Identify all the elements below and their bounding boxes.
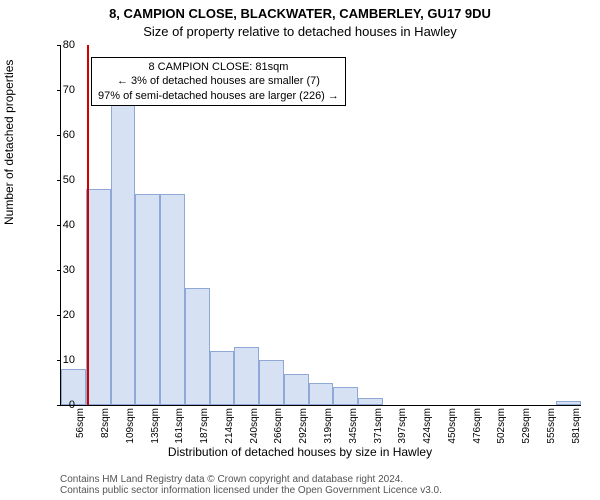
histogram-bar — [556, 401, 581, 405]
histogram-bar — [185, 288, 210, 405]
histogram-bar — [333, 387, 358, 405]
x-tick-label: 529sqm — [521, 408, 532, 458]
histogram-bar — [358, 398, 383, 405]
x-tick-label: 424sqm — [422, 408, 433, 458]
chart-footnote: Contains HM Land Registry data © Crown c… — [60, 474, 442, 496]
y-tick-label: 20 — [45, 309, 75, 321]
x-tick-label: 82sqm — [100, 408, 111, 458]
y-tick-label: 60 — [45, 129, 75, 141]
x-tick-label: 292sqm — [298, 408, 309, 458]
x-tick-label: 135sqm — [150, 408, 161, 458]
chart-title-subtitle: Size of property relative to detached ho… — [0, 24, 600, 39]
histogram-bar — [86, 189, 111, 405]
histogram-bar — [135, 194, 160, 406]
x-tick-label: 319sqm — [323, 408, 334, 458]
x-tick-label: 450sqm — [447, 408, 458, 458]
x-tick-label: 161sqm — [174, 408, 185, 458]
x-tick-label: 266sqm — [273, 408, 284, 458]
x-tick-label: 555sqm — [546, 408, 557, 458]
x-tick-label: 371sqm — [373, 408, 384, 458]
annotation-line-2: ← 3% of detached houses are smaller (7) — [98, 74, 339, 88]
y-axis-label: Number of detached properties — [2, 60, 16, 225]
histogram-bar — [160, 194, 185, 406]
y-tick-label: 0 — [45, 399, 75, 411]
histogram-bar — [309, 383, 334, 406]
histogram-bar — [284, 374, 309, 406]
marker-annotation-box: 8 CAMPION CLOSE: 81sqm ← 3% of detached … — [91, 57, 346, 106]
y-tick-label: 30 — [45, 264, 75, 276]
annotation-line-1: 8 CAMPION CLOSE: 81sqm — [98, 60, 339, 74]
chart-title-address: 8, CAMPION CLOSE, BLACKWATER, CAMBERLEY,… — [0, 6, 600, 21]
footnote-line-2: Contains public sector information licen… — [60, 485, 442, 496]
x-tick-label: 397sqm — [397, 408, 408, 458]
x-tick-label: 240sqm — [249, 408, 260, 458]
x-tick-label: 56sqm — [75, 408, 86, 458]
x-tick-label: 214sqm — [224, 408, 235, 458]
x-tick-label: 187sqm — [199, 408, 210, 458]
histogram-plot-area: 8 CAMPION CLOSE: 81sqm ← 3% of detached … — [60, 45, 581, 406]
histogram-bar — [234, 347, 259, 406]
subject-property-marker — [87, 45, 89, 405]
annotation-line-3: 97% of semi-detached houses are larger (… — [98, 89, 339, 103]
y-tick-label: 80 — [45, 39, 75, 51]
x-tick-label: 345sqm — [348, 408, 359, 458]
y-tick-label: 70 — [45, 84, 75, 96]
y-tick-label: 10 — [45, 354, 75, 366]
x-tick-label: 476sqm — [472, 408, 483, 458]
footnote-line-1: Contains HM Land Registry data © Crown c… — [60, 474, 442, 485]
x-tick-label: 502sqm — [496, 408, 507, 458]
y-tick-label: 50 — [45, 174, 75, 186]
histogram-bar — [111, 104, 136, 406]
x-tick-label: 581sqm — [571, 408, 582, 458]
x-tick-label: 109sqm — [125, 408, 136, 458]
y-tick-label: 40 — [45, 219, 75, 231]
histogram-bar — [210, 351, 235, 405]
histogram-bar — [259, 360, 284, 405]
